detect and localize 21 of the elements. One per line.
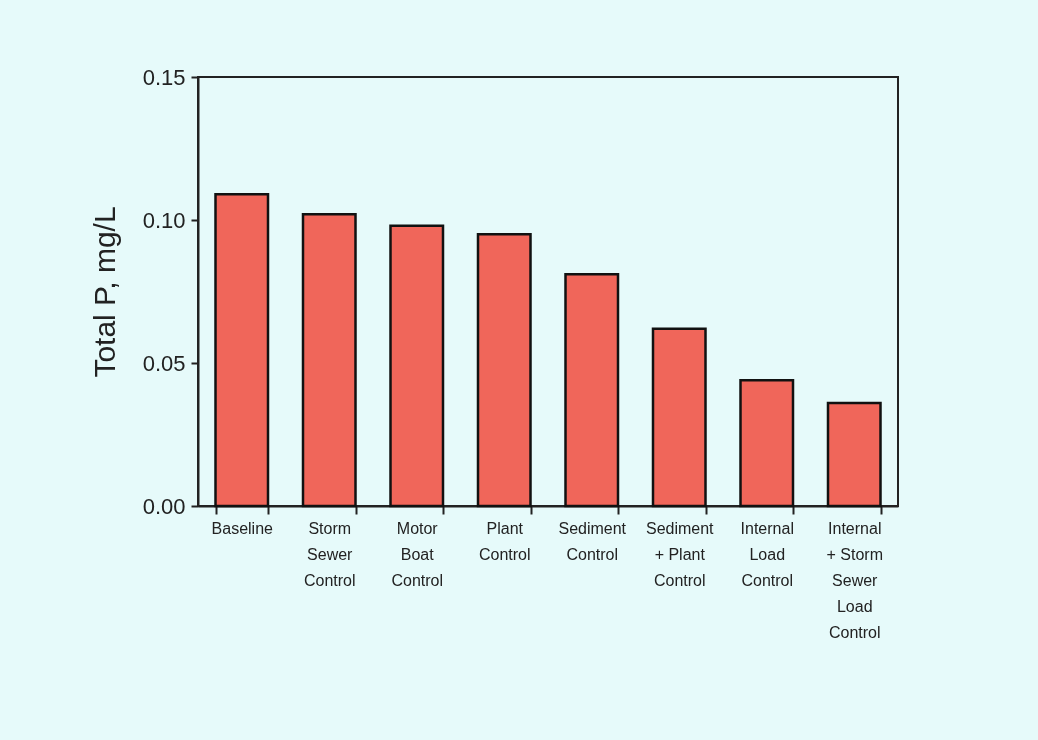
- x-tick-label: Plant Control: [478, 519, 531, 563]
- bar: [214, 193, 270, 508]
- x-tick-label: Internal Load Control: [740, 519, 794, 589]
- bar: [476, 233, 532, 508]
- x-tick-label: Sediment Control: [558, 519, 627, 563]
- y-tick-label: 0.00: [142, 493, 186, 519]
- bar: [739, 378, 795, 508]
- y-tick-label: 0.05: [142, 350, 186, 376]
- y-axis-title: Total P, mg/L: [87, 206, 121, 378]
- x-tick-label: Internal + Storm Sewer Load Control: [826, 519, 883, 641]
- bar: [301, 213, 357, 508]
- bar: [826, 401, 882, 508]
- bar: [564, 273, 620, 508]
- x-tick-label: Storm Sewer Control: [303, 519, 356, 589]
- x-tick-label: Motor Boat Control: [391, 519, 444, 589]
- x-tick-label: Sediment + Plant Control: [645, 519, 715, 589]
- bar: [389, 224, 445, 508]
- x-tick-label: Baseline: [211, 519, 274, 537]
- y-tick-label: 0.15: [142, 64, 186, 90]
- y-tick-label: 0.10: [142, 207, 186, 233]
- bar: [651, 327, 707, 508]
